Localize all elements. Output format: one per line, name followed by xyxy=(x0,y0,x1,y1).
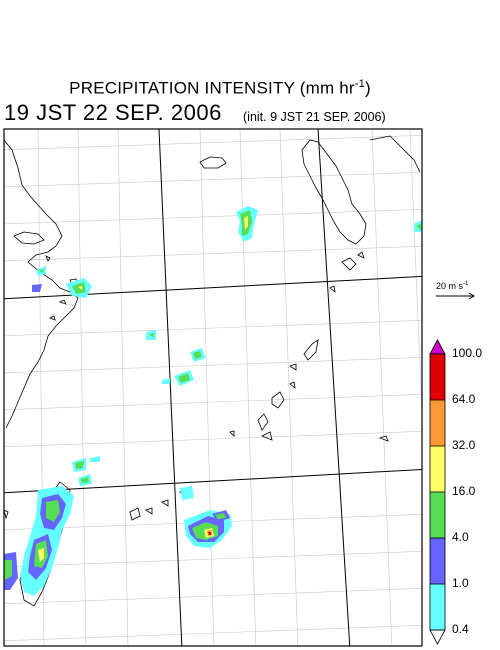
wind-reference-arrow xyxy=(436,292,475,300)
legend-swatch-under-0.4 xyxy=(430,630,445,644)
rain-cell-kyushu-west xyxy=(236,206,258,242)
rain-cell-east-edge xyxy=(414,220,422,232)
legend-label-1: 1.0 xyxy=(452,576,469,590)
wind-label-text: 20 m s xyxy=(436,281,464,291)
rain-cell-ecs-1 xyxy=(146,330,156,340)
legend-label-32: 32.0 xyxy=(452,438,476,452)
wind-reference-label: 20 m s-1 xyxy=(436,281,468,291)
legend-swatch-4-16 xyxy=(430,492,445,538)
legend-colorbar xyxy=(429,339,446,645)
legend-label-4: 4.0 xyxy=(452,530,469,544)
map-border xyxy=(3,128,423,647)
rain-cell-zhejiang xyxy=(32,278,92,298)
legend-label-0.4: 0.4 xyxy=(452,622,469,636)
legend-swatch-16-32 xyxy=(430,446,445,492)
title-exponent: -1 xyxy=(354,78,365,90)
graticule-grid xyxy=(4,129,422,646)
rain-cell-sakishima xyxy=(180,486,232,548)
legend-swatch-32-64 xyxy=(430,400,445,446)
wind-label-exponent: -1 xyxy=(463,281,469,287)
rain-cell-shanghai xyxy=(36,266,46,276)
rain-cell-taiwan xyxy=(4,486,74,596)
legend-swatch-over-100 xyxy=(430,340,445,354)
chart-title: PRECIPITATION INTENSITY (mm hr-1) xyxy=(0,78,440,99)
title-close: ) xyxy=(364,78,371,98)
legend-swatch-64-100 xyxy=(430,354,445,400)
valid-datetime: 19 JST 22 SEP. 2006 xyxy=(4,100,222,125)
init-datetime: (init. 9 JST 21 SEP. 2006) xyxy=(243,110,386,124)
legend-label-100: 100.0 xyxy=(452,346,483,360)
title-main: PRECIPITATION INTENSITY (mm hr xyxy=(69,78,355,98)
legend-label-64: 64.0 xyxy=(452,392,476,406)
rain-cell-ecs-3 xyxy=(162,370,194,386)
rain-cell-ecs-2 xyxy=(190,348,206,362)
precipitation-cells xyxy=(4,206,422,596)
rain-cell-north-taiwan xyxy=(72,456,100,486)
legend-swatch-0.4-1 xyxy=(430,584,445,630)
legend-label-16: 16.0 xyxy=(452,484,476,498)
legend-swatch-1-4 xyxy=(430,538,445,584)
map-frame-bg xyxy=(4,129,422,646)
